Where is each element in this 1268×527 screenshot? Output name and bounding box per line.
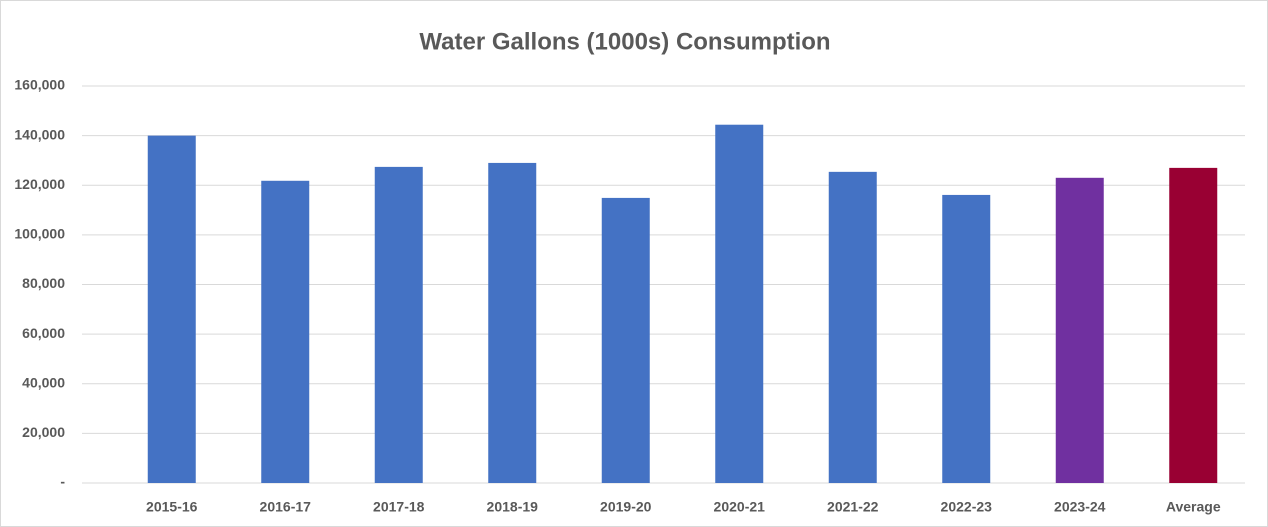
x-tick-label: 2016-17 [260,499,312,515]
chart-title: Water Gallons (1000s) Consumption [419,28,830,55]
x-tick-label: 2020-21 [714,499,766,515]
y-tick-label: 40,000 [22,374,65,390]
y-tick-label: 120,000 [14,176,65,192]
y-tick-label: - [60,474,65,490]
bar [715,124,764,484]
bar [942,194,991,483]
y-tick-label: 60,000 [22,325,65,341]
bar [601,197,650,484]
bar [1055,177,1104,483]
x-tick-label: 2017-18 [373,499,425,515]
y-tick-label: 20,000 [22,424,65,440]
bar [374,166,423,484]
x-tick-label: 2018-19 [487,499,539,515]
x-tick-label: 2021-22 [827,499,879,515]
x-tick-label: Average [1166,499,1221,515]
x-tick-label: 2022-23 [941,499,993,515]
bar [147,135,196,483]
bar [1169,167,1218,483]
y-tick-label: 100,000 [14,226,65,242]
x-tick-label: 2015-16 [146,499,198,515]
x-tick-label: 2023-24 [1054,499,1106,515]
bar [828,171,877,483]
y-tick-label: 160,000 [14,77,65,93]
bar [488,162,537,483]
y-tick-label: 80,000 [22,275,65,291]
bar [261,180,310,483]
y-tick-label: 140,000 [14,126,65,142]
x-tick-label: 2019-20 [600,499,652,515]
